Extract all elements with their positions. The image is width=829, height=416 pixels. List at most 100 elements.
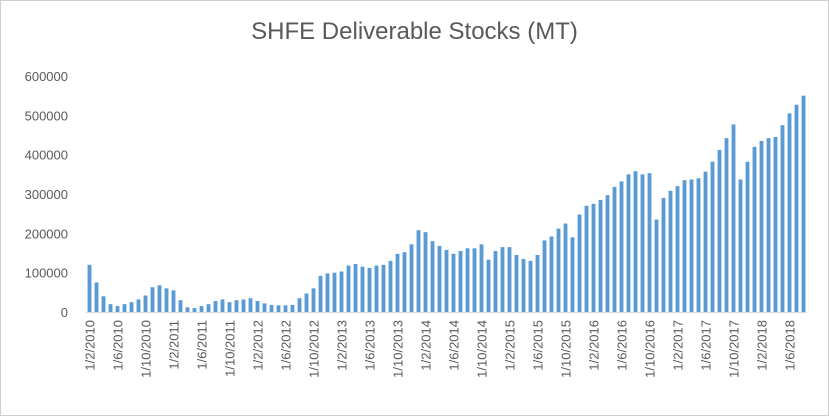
bar: [234, 300, 239, 312]
x-tick-label: 1/2/2015: [503, 320, 518, 371]
x-tick-label: 1/2/2016: [587, 320, 602, 371]
bar: [584, 205, 589, 312]
bar: [556, 228, 561, 312]
bar: [171, 290, 176, 312]
bar: [626, 174, 631, 312]
bar: [801, 95, 806, 312]
bar: [241, 299, 246, 312]
bar: [703, 171, 708, 312]
x-tick-label: 1/10/2017: [727, 320, 742, 378]
bar: [500, 247, 505, 312]
bar: [577, 214, 582, 312]
bar: [521, 258, 526, 312]
x-tick-label: 1/2/2017: [671, 320, 686, 371]
bar: [549, 236, 554, 312]
bar: [115, 306, 120, 312]
bar: [143, 295, 148, 312]
bar: [787, 113, 792, 313]
bar: [94, 282, 99, 312]
bar: [150, 287, 155, 312]
x-tick-label: 1/2/2012: [251, 320, 266, 371]
x-tick-label: 1/6/2016: [615, 320, 630, 371]
bar: [213, 300, 218, 312]
x-tick-label: 1/6/2011: [195, 320, 210, 370]
x-tick-label: 1/2/2010: [83, 320, 98, 371]
bar: [710, 161, 715, 312]
bar: [157, 285, 162, 312]
bar: [297, 298, 302, 312]
bar: [409, 244, 414, 312]
bar: [136, 299, 141, 312]
bar: [346, 265, 351, 312]
bar: [360, 266, 365, 312]
bar: [416, 230, 421, 312]
bar: [661, 197, 666, 312]
bar: [619, 181, 624, 312]
x-tick-label: 1/10/2013: [391, 320, 406, 378]
bar: [493, 251, 498, 312]
bar: [647, 173, 652, 312]
bar: [430, 241, 435, 312]
bar: [318, 275, 323, 312]
bar: [444, 249, 449, 312]
bar: [129, 302, 134, 312]
bar: [682, 180, 687, 312]
bar: [535, 254, 540, 312]
bar: [206, 304, 211, 312]
y-tick-label: 100000: [25, 266, 68, 281]
bar: [542, 240, 547, 312]
bar: [304, 293, 309, 312]
y-tick-label: 0: [61, 305, 68, 320]
bar: [101, 296, 106, 312]
bar: [668, 190, 673, 312]
bar: [479, 244, 484, 312]
bar: [717, 149, 722, 312]
bar: [612, 186, 617, 312]
bar: [178, 300, 183, 312]
x-tick-label: 1/10/2015: [559, 320, 574, 378]
bar: [514, 254, 519, 312]
x-tick-label: 1/2/2018: [755, 320, 770, 371]
bar: [598, 199, 603, 312]
bar: [185, 307, 190, 312]
bar: [731, 124, 736, 312]
bar: [122, 304, 127, 312]
y-tick-label: 400000: [25, 148, 68, 163]
bar: [472, 248, 477, 312]
x-tick-label: 1/6/2017: [699, 320, 714, 371]
bar: [87, 264, 92, 312]
bar: [311, 288, 316, 312]
bar: [605, 195, 610, 312]
bar: [262, 303, 267, 312]
bar: [675, 186, 680, 312]
x-tick-label: 1/6/2018: [783, 320, 798, 371]
bar: [689, 179, 694, 312]
bar: [283, 305, 288, 312]
chart-title: SHFE Deliverable Stocks (MT): [251, 18, 578, 45]
bar: [766, 138, 771, 312]
x-tick-label: 1/10/2014: [475, 320, 490, 378]
bar: [437, 245, 442, 312]
bar: [248, 298, 253, 312]
x-tick-label: 1/6/2010: [111, 320, 126, 371]
bar: [290, 304, 295, 312]
bar: [780, 125, 785, 312]
x-tick-label: 1/10/2010: [139, 320, 154, 378]
bar: [654, 219, 659, 312]
bar: [353, 264, 358, 312]
x-tick-label: 1/10/2016: [643, 320, 658, 378]
x-tick-label: 1/10/2012: [307, 320, 322, 378]
x-tick-label: 1/6/2014: [447, 320, 462, 371]
x-tick-label: 1/6/2015: [531, 320, 546, 371]
bar: [395, 253, 400, 312]
bar: [745, 161, 750, 312]
bar: [752, 146, 757, 312]
bar: [451, 253, 456, 312]
bar: [570, 237, 575, 312]
x-tick-label: 1/2/2011: [167, 320, 182, 370]
bar: [381, 264, 386, 312]
bar: [332, 272, 337, 312]
y-tick-label: 300000: [25, 187, 68, 202]
bar: [696, 178, 701, 312]
